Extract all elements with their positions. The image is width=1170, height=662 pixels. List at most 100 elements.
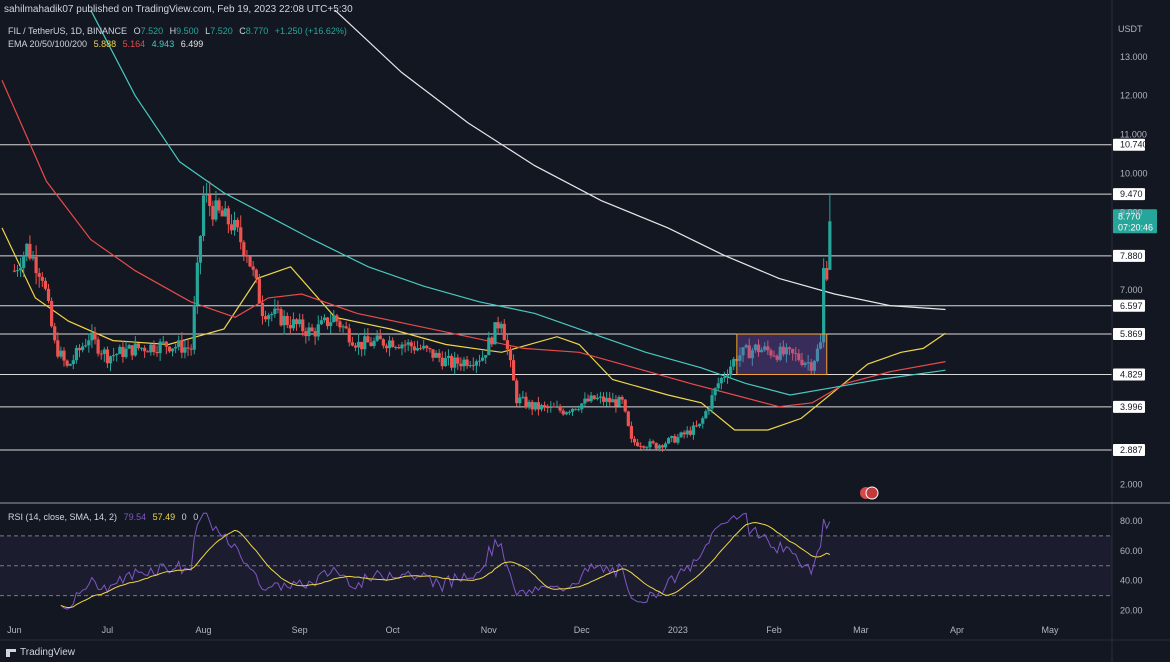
high-label: H — [169, 26, 177, 36]
candle-body — [245, 254, 249, 257]
candle-body — [310, 327, 314, 332]
candle-body — [81, 346, 85, 351]
price-tick-label: 10.000 — [1120, 168, 1148, 178]
symbol-name[interactable]: FIL / TetherUS, 1D, BINANCE — [8, 26, 128, 36]
candle-body — [369, 342, 373, 347]
candle-body — [490, 337, 494, 345]
candle-body — [304, 331, 308, 337]
candle-body — [570, 408, 575, 412]
candle-body — [443, 358, 447, 367]
level-price-tag — [1113, 138, 1145, 151]
time-axis-label: Nov — [481, 625, 498, 635]
candle-body — [651, 441, 655, 443]
candle-body — [229, 224, 234, 231]
candle-body — [267, 315, 271, 320]
candle-body — [453, 357, 457, 368]
candle-body — [620, 396, 624, 400]
candle-body — [676, 437, 680, 443]
ema-label[interactable]: EMA 20/50/100/200 — [8, 39, 88, 49]
candle-body — [174, 346, 178, 349]
level-price-tag — [1113, 188, 1145, 201]
low-value: 7.520 — [210, 26, 233, 36]
candle-body — [375, 335, 379, 341]
rsi-tick-label: 40.00 — [1120, 576, 1143, 586]
time-axis-label: May — [1041, 625, 1059, 635]
candle-body — [518, 397, 522, 404]
open-value: 7.520 — [140, 26, 164, 36]
candle-body — [90, 332, 94, 341]
level-price-label: 10.740 — [1120, 140, 1148, 150]
rsi-label[interactable]: RSI (14, close, SMA, 14, 2) — [8, 512, 118, 522]
candle-body — [636, 442, 640, 447]
candle-body — [592, 395, 596, 400]
candle-body — [28, 243, 32, 259]
level-price-tag — [1113, 328, 1145, 341]
candle-body — [322, 317, 327, 321]
candle-body — [158, 341, 162, 354]
candle-body — [524, 396, 528, 408]
candle-body — [741, 347, 745, 356]
candle-body — [146, 351, 150, 353]
candle-body — [195, 262, 199, 306]
candle-body — [623, 399, 627, 412]
time-axis-label: Jul — [102, 625, 114, 635]
price-tick-label: 12.000 — [1120, 91, 1148, 101]
candle-body — [412, 346, 416, 351]
candle-body — [539, 405, 544, 410]
candle-body — [794, 353, 798, 355]
ema200-value: 6.499 — [180, 39, 204, 49]
ema-line — [1, 227, 946, 431]
candle-body — [642, 446, 646, 448]
candle-body — [183, 347, 187, 353]
candle-body — [564, 412, 568, 415]
time-axis-label: Dec — [574, 625, 591, 635]
candle-body — [608, 397, 612, 403]
candle-body — [360, 341, 364, 350]
candle-body — [84, 345, 88, 347]
candle-body — [670, 435, 674, 438]
price-tick-label: 13.000 — [1120, 52, 1148, 62]
candle-body — [667, 437, 671, 444]
candle-body — [738, 355, 742, 361]
candle-body — [468, 365, 472, 367]
candle-body — [118, 346, 122, 355]
candle-body — [180, 340, 184, 353]
candle-body — [102, 349, 106, 354]
candle-body — [232, 219, 237, 231]
level-price-label: 5.869 — [1120, 329, 1143, 339]
candle-body — [208, 194, 212, 206]
candle-body — [536, 402, 540, 410]
candle-body — [760, 349, 764, 353]
candle-body — [456, 357, 460, 364]
level-price-label: 7.880 — [1120, 251, 1143, 261]
candle-body — [422, 345, 426, 349]
tradingview-logo[interactable]: TradingView — [6, 647, 75, 658]
rsi-tick-label: 60.00 — [1120, 546, 1143, 556]
candle-body — [732, 358, 736, 367]
candle-body — [273, 308, 277, 315]
price-tick-label: 9.000 — [1120, 207, 1143, 217]
candle-body — [307, 327, 311, 337]
candle-body — [226, 208, 230, 225]
candle-body — [437, 352, 441, 358]
time-axis-label: Mar — [853, 625, 869, 635]
candle-body — [791, 349, 795, 354]
candle-body — [251, 266, 255, 270]
candle-body — [688, 430, 692, 435]
candle-body — [781, 346, 785, 355]
ema-line — [90, 9, 946, 396]
level-price-tag — [1113, 299, 1145, 312]
candle-body — [201, 195, 206, 237]
time-axis-label: Feb — [766, 625, 782, 635]
tradingview-brand: TradingView — [20, 647, 76, 658]
candle-body — [397, 346, 401, 349]
ema-lines — [1, 9, 946, 431]
candle-body — [673, 435, 677, 443]
candle-body — [332, 315, 336, 323]
candle-body — [130, 345, 134, 356]
candle-body — [657, 445, 661, 449]
candle-body — [192, 305, 196, 350]
candle-body — [722, 377, 727, 379]
candle-body — [254, 269, 258, 279]
